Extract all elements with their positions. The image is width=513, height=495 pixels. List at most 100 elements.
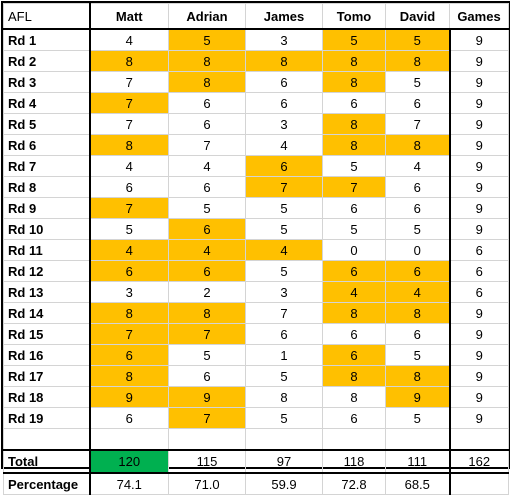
empty-cell: [385, 428, 450, 451]
round-label: Rd 12: [3, 260, 90, 282]
header-player-tomo: Tomo: [322, 3, 386, 30]
score-cell-tomo: 0: [322, 239, 386, 261]
round-label: Rd 3: [3, 71, 90, 93]
round-label: Rd 17: [3, 365, 90, 387]
score-cell-james: 6: [245, 71, 323, 93]
header-player-james: James: [245, 3, 323, 30]
score-cell-tomo: 8: [322, 302, 386, 324]
round-label: Rd 9: [3, 197, 90, 219]
score-cell-tomo: 5: [322, 155, 386, 177]
round-label: Rd 4: [3, 92, 90, 114]
score-cell-adrian: 7: [168, 407, 246, 429]
score-cell-james: 3: [245, 28, 323, 51]
games-cell: 9: [448, 365, 509, 387]
round-label: Rd 6: [3, 134, 90, 156]
round-label: Rd 5: [3, 113, 90, 135]
score-cell-tomo: 8: [322, 113, 386, 135]
score-cell-tomo: 5: [322, 28, 386, 51]
header-player-adrian: Adrian: [168, 3, 246, 30]
score-cell-david: 6: [385, 176, 450, 198]
empty-cell: [88, 428, 169, 451]
score-cell-tomo: 6: [322, 323, 386, 345]
percentage-cell-david: 68.5: [385, 472, 450, 495]
score-cell-david: 5: [385, 344, 450, 366]
round-row: Rd 10 5 6 5 5 5 9: [3, 218, 509, 240]
games-cell: 9: [448, 155, 509, 177]
games-cell: 9: [448, 71, 509, 93]
score-cell-james: 3: [245, 281, 323, 303]
score-cell-tomo: 8: [322, 71, 386, 93]
score-cell-tomo: 8: [322, 134, 386, 156]
score-cell-david: 5: [385, 407, 450, 429]
score-cell-tomo: 6: [322, 197, 386, 219]
round-label: Rd 2: [3, 50, 90, 72]
score-cell-adrian: 8: [168, 71, 246, 93]
score-cell-david: 6: [385, 323, 450, 345]
score-cell-david: 4: [385, 155, 450, 177]
score-cell-david: 4: [385, 281, 450, 303]
score-cell-adrian: 6: [168, 218, 246, 240]
percentage-games-cell: [448, 472, 509, 495]
score-cell-matt: 6: [88, 407, 169, 429]
round-row: Rd 17 8 6 5 8 8 9: [3, 365, 509, 387]
round-row: Rd 14 8 8 7 8 8 9: [3, 302, 509, 324]
score-cell-tomo: 6: [322, 407, 386, 429]
score-cell-adrian: 2: [168, 281, 246, 303]
games-cell: 9: [448, 323, 509, 345]
score-cell-tomo: 7: [322, 176, 386, 198]
round-label: Rd 19: [3, 407, 90, 429]
score-cell-james: 7: [245, 302, 323, 324]
score-cell-adrian: 7: [168, 134, 246, 156]
empty-cell: [448, 428, 509, 451]
total-cell-james: 97: [245, 449, 323, 474]
spacer-row: [3, 428, 509, 451]
round-label: Rd 13: [3, 281, 90, 303]
percentage-cell-james: 59.9: [245, 472, 323, 495]
score-cell-james: 8: [245, 386, 323, 408]
score-cell-matt: 9: [88, 386, 169, 408]
percentage-cell-tomo: 72.8: [322, 472, 386, 495]
score-cell-tomo: 5: [322, 218, 386, 240]
round-row: Rd 19 6 7 5 6 5 9: [3, 407, 509, 429]
score-cell-adrian: 6: [168, 92, 246, 114]
round-row: Rd 11 4 4 4 0 0 6: [3, 239, 509, 261]
score-cell-matt: 7: [88, 197, 169, 219]
score-cell-matt: 6: [88, 176, 169, 198]
games-cell: 9: [448, 50, 509, 72]
round-label: Rd 8: [3, 176, 90, 198]
score-cell-david: 5: [385, 71, 450, 93]
games-cell: 9: [448, 344, 509, 366]
games-cell: 9: [448, 218, 509, 240]
score-cell-adrian: 5: [168, 344, 246, 366]
header-player-david: David: [385, 3, 450, 30]
games-cell: 9: [448, 92, 509, 114]
score-cell-adrian: 4: [168, 155, 246, 177]
score-cell-adrian: 8: [168, 302, 246, 324]
percentage-cell-matt: 74.1: [88, 472, 169, 495]
score-cell-matt: 8: [88, 365, 169, 387]
score-cell-matt: 7: [88, 71, 169, 93]
score-cell-matt: 8: [88, 302, 169, 324]
percentage-row: Percentage 74.1 71.0 59.9 72.8 68.5: [3, 472, 509, 495]
score-cell-james: 1: [245, 344, 323, 366]
score-cell-tomo: 8: [322, 365, 386, 387]
score-cell-matt: 3: [88, 281, 169, 303]
score-cell-adrian: 9: [168, 386, 246, 408]
score-cell-matt: 7: [88, 92, 169, 114]
score-cell-james: 6: [245, 323, 323, 345]
games-cell: 9: [448, 407, 509, 429]
score-cell-matt: 8: [88, 50, 169, 72]
round-row: Rd 12 6 6 5 6 6 6: [3, 260, 509, 282]
score-cell-david: 6: [385, 197, 450, 219]
header-player-matt: Matt: [88, 3, 169, 30]
score-cell-matt: 4: [88, 28, 169, 51]
